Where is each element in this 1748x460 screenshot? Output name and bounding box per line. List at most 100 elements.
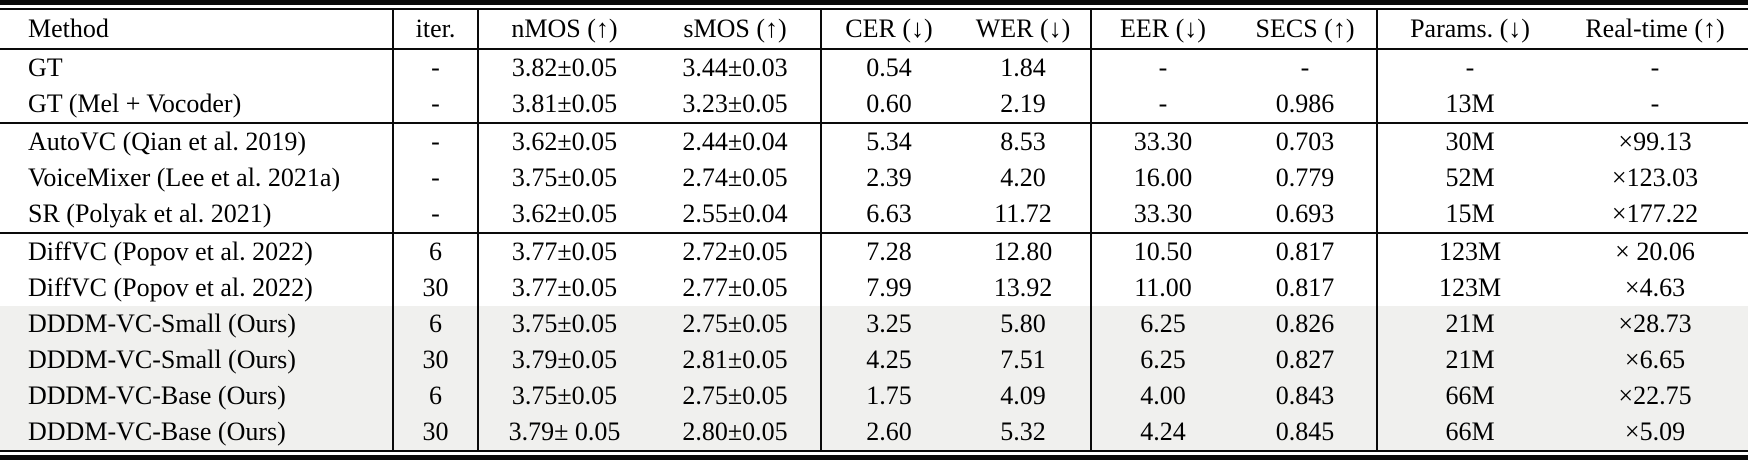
col-header-secs: SECS (↑): [1234, 10, 1377, 50]
cell-smos: 2.72±0.05: [650, 232, 821, 270]
cell-iter: -: [392, 196, 478, 233]
cell-smos: 2.75±0.05: [650, 306, 821, 342]
cell-nmos: 3.77±0.05: [477, 232, 650, 270]
cell-method: GT: [0, 49, 393, 86]
table-row-sr: SR (Polyak et al. 2021) - 3.62±0.05 2.55…: [0, 196, 1748, 233]
col-header-iter: iter.: [392, 10, 478, 50]
cell-params: 66M: [1376, 378, 1562, 414]
cell-wer: 5.32: [956, 414, 1091, 450]
cell-method: SR (Polyak et al. 2021): [0, 196, 393, 233]
table-bottom-rule-gap: [0, 452, 1748, 455]
cell-smos: 3.23±0.05: [650, 86, 821, 123]
cell-eer: 4.00: [1090, 378, 1234, 414]
col-header-realtime: Real-time (↑): [1562, 10, 1748, 50]
cell-realtime: -: [1562, 49, 1748, 86]
cell-eer: -: [1090, 86, 1234, 123]
cell-wer: 13.92: [956, 270, 1091, 306]
cell-secs: 0.827: [1234, 342, 1377, 378]
table-top-rule-gap: [0, 5, 1748, 8]
cell-params: -: [1376, 49, 1562, 86]
cell-realtime: × 20.06: [1562, 232, 1748, 270]
table-top-rule-thick: [0, 0, 1748, 5]
cell-iter: 30: [392, 342, 478, 378]
cell-nmos: 3.62±0.05: [477, 196, 650, 233]
cell-realtime: ×4.63: [1562, 270, 1748, 306]
cell-nmos: 3.62±0.05: [477, 122, 650, 160]
table-bottom-rule-thick: [0, 455, 1748, 460]
cell-nmos: 3.75±0.05: [477, 160, 650, 196]
cell-params: 21M: [1376, 306, 1562, 342]
cell-secs: 0.817: [1234, 232, 1377, 270]
cell-cer: 4.25: [820, 342, 956, 378]
cell-iter: -: [392, 122, 478, 160]
table-row-dddm-base-6: DDDM-VC-Base (Ours) 6 3.75±0.05 2.75±0.0…: [0, 378, 1748, 414]
cell-params: 30M: [1376, 122, 1562, 160]
cell-eer: 4.24: [1090, 414, 1234, 450]
cell-eer: 6.25: [1090, 306, 1234, 342]
cell-wer: 11.72: [956, 196, 1091, 233]
cell-secs: 0.845: [1234, 414, 1377, 450]
cell-nmos: 3.75±0.05: [477, 306, 650, 342]
cell-realtime: ×6.65: [1562, 342, 1748, 378]
cell-wer: 8.53: [956, 122, 1091, 160]
cell-eer: 10.50: [1090, 232, 1234, 270]
cell-smos: 2.77±0.05: [650, 270, 821, 306]
cell-cer: 2.60: [820, 414, 956, 450]
table-top-rule-thin: [0, 8, 1748, 10]
col-header-params: Params. (↓): [1376, 10, 1562, 50]
cell-secs: 0.693: [1234, 196, 1377, 233]
cell-method: DDDM-VC-Base (Ours): [0, 378, 393, 414]
table-row-autovc: AutoVC (Qian et al. 2019) - 3.62±0.05 2.…: [0, 122, 1748, 160]
cell-cer: 3.25: [820, 306, 956, 342]
cell-wer: 5.80: [956, 306, 1091, 342]
col-header-eer: EER (↓): [1090, 10, 1234, 50]
cell-cer: 5.34: [820, 122, 956, 160]
cell-smos: 2.44±0.04: [650, 122, 821, 160]
table-row-dddm-base-30: DDDM-VC-Base (Ours) 30 3.79± 0.05 2.80±0…: [0, 414, 1748, 450]
cell-method: DDDM-VC-Small (Ours): [0, 342, 393, 378]
cell-params: 66M: [1376, 414, 1562, 450]
cell-iter: 6: [392, 306, 478, 342]
table-row-gt: GT - 3.82±0.05 3.44±0.03 0.54 1.84 - - -…: [0, 49, 1748, 86]
col-header-cer: CER (↓): [820, 10, 956, 50]
table-row-voicemixer: VoiceMixer (Lee et al. 2021a) - 3.75±0.0…: [0, 160, 1748, 196]
cell-smos: 2.81±0.05: [650, 342, 821, 378]
table-row-diffvc-30: DiffVC (Popov et al. 2022) 30 3.77±0.05 …: [0, 270, 1748, 306]
cell-method: GT (Mel + Vocoder): [0, 86, 393, 123]
col-header-wer: WER (↓): [956, 10, 1091, 50]
cell-eer: 33.30: [1090, 196, 1234, 233]
cell-params: 15M: [1376, 196, 1562, 233]
cell-method: DDDM-VC-Small (Ours): [0, 306, 393, 342]
cell-realtime: ×22.75: [1562, 378, 1748, 414]
cell-realtime: ×5.09: [1562, 414, 1748, 450]
col-header-method: Method: [0, 10, 393, 50]
cell-wer: 4.20: [956, 160, 1091, 196]
header-row: Method iter. nMOS (↑) sMOS (↑) CER (↓) W…: [0, 10, 1748, 50]
cell-params: 52M: [1376, 160, 1562, 196]
cell-smos: 2.55±0.04: [650, 196, 821, 233]
cell-method: DDDM-VC-Base (Ours): [0, 414, 393, 450]
cell-nmos: 3.82±0.05: [477, 49, 650, 86]
cell-method: DiffVC (Popov et al. 2022): [0, 270, 393, 306]
cell-method: AutoVC (Qian et al. 2019): [0, 122, 393, 160]
cell-nmos: 3.75±0.05: [477, 378, 650, 414]
cell-smos: 3.44±0.03: [650, 49, 821, 86]
cell-params: 21M: [1376, 342, 1562, 378]
cell-eer: 11.00: [1090, 270, 1234, 306]
cell-eer: 6.25: [1090, 342, 1234, 378]
cell-cer: 6.63: [820, 196, 956, 233]
cell-method: VoiceMixer (Lee et al. 2021a): [0, 160, 393, 196]
cell-cer: 7.28: [820, 232, 956, 270]
cell-secs: 0.986: [1234, 86, 1377, 123]
col-header-smos: sMOS (↑): [650, 10, 821, 50]
cell-realtime: ×99.13: [1562, 122, 1748, 160]
cell-iter: 6: [392, 378, 478, 414]
table-row-dddm-small-30: DDDM-VC-Small (Ours) 30 3.79±0.05 2.81±0…: [0, 342, 1748, 378]
cell-iter: -: [392, 160, 478, 196]
cell-iter: -: [392, 49, 478, 86]
cell-params: 123M: [1376, 270, 1562, 306]
cell-secs: 0.779: [1234, 160, 1377, 196]
cell-iter: -: [392, 86, 478, 123]
cell-nmos: 3.81±0.05: [477, 86, 650, 123]
